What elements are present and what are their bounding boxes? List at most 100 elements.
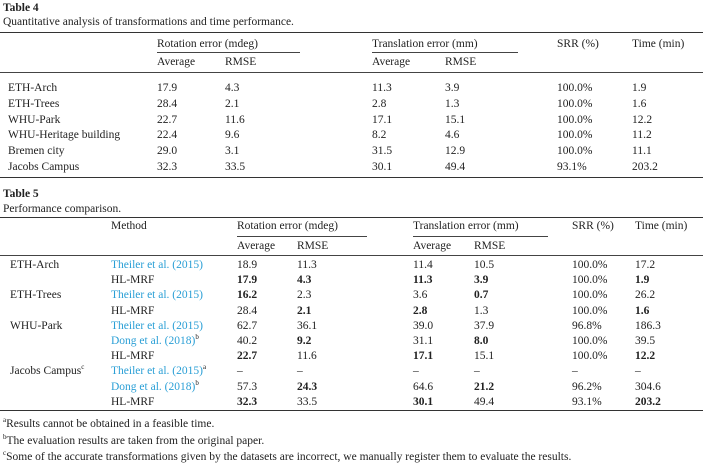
table-cell: 57.3 bbox=[237, 380, 258, 393]
table-cell: 100.0% bbox=[572, 274, 608, 287]
table-cell: 100.0% bbox=[557, 97, 593, 110]
table-cell: 11.4 bbox=[413, 259, 433, 271]
footnote-mark: b bbox=[195, 333, 199, 342]
header-rmse: RMSE bbox=[445, 56, 477, 68]
table-cell: 31.1 bbox=[413, 335, 434, 347]
table-cell: 100.0% bbox=[572, 335, 608, 347]
row-label: WHU-Park bbox=[10, 319, 62, 333]
method-label[interactable]: Theiler et al. (2015) bbox=[111, 259, 203, 271]
table-title: Table 5 bbox=[3, 188, 39, 200]
citation-link[interactable]: Dong et al. (2018)b bbox=[111, 334, 199, 348]
header-average: Average bbox=[237, 240, 276, 252]
citation-link[interactable]: Dong et al. (2018)b bbox=[111, 378, 199, 394]
table-cell: – bbox=[297, 365, 303, 378]
method-label: HL-MRF bbox=[111, 304, 155, 317]
table-cell: 9.6 bbox=[225, 129, 240, 142]
table-cell: 1.3 bbox=[474, 304, 489, 317]
table-cell: 18.9 bbox=[237, 259, 258, 271]
method-label[interactable]: Theiler et al. (2015) bbox=[111, 319, 203, 332]
table-cell: 3.9 bbox=[474, 274, 489, 287]
table-cell: 3.1 bbox=[225, 145, 240, 158]
header-translation: Translation error (mm) bbox=[372, 38, 478, 50]
table-cell: 8.2 bbox=[372, 129, 387, 142]
table-cell: 15.1 bbox=[474, 350, 495, 363]
header-rmse: RMSE bbox=[474, 240, 506, 252]
table-cell: – bbox=[474, 365, 480, 378]
table-cell: 16.2 bbox=[237, 289, 258, 302]
table-cell: 4.3 bbox=[225, 82, 240, 94]
table-cell: 100.0% bbox=[572, 259, 608, 271]
row-label: ETH-Arch bbox=[10, 258, 59, 272]
table-cell: 33.5 bbox=[297, 395, 318, 408]
table-caption: Performance comparison. bbox=[3, 203, 122, 215]
footnote-text: The evaluation results are taken from th… bbox=[6, 434, 265, 447]
method-name: HL-MRF bbox=[111, 273, 154, 287]
column-group-rule bbox=[157, 52, 300, 53]
table-cell: 12.2 bbox=[632, 113, 653, 126]
table-title: Table 4 bbox=[3, 2, 39, 14]
table-cell: 17.9 bbox=[157, 82, 178, 94]
table-cell: 100.0% bbox=[572, 350, 608, 363]
table-cell: 11.2 bbox=[632, 129, 652, 142]
footnote-mark: a bbox=[3, 416, 7, 425]
citation-link[interactable]: Theiler et al. (2015) bbox=[111, 319, 203, 333]
method-label[interactable]: Dong et al. (2018) bbox=[111, 380, 196, 393]
table-cell: 100.0% bbox=[572, 304, 608, 317]
footnote-text: Some of the accurate transformations giv… bbox=[6, 451, 572, 463]
table-cell: 11.3 bbox=[413, 274, 433, 287]
table-cell: 2.1 bbox=[225, 97, 240, 110]
table-cell: 2.8 bbox=[413, 304, 428, 317]
header-rmse: RMSE bbox=[297, 240, 329, 252]
table-cell: 17.1 bbox=[413, 350, 434, 363]
table-cell: 11.6 bbox=[225, 113, 245, 126]
method-label[interactable]: Dong et al. (2018) bbox=[111, 335, 196, 347]
row-label: Jacobs Campusc bbox=[10, 364, 84, 378]
footnote: bThe evaluation results are taken from t… bbox=[3, 433, 265, 448]
method-label[interactable]: Theiler et al. (2015) bbox=[111, 289, 203, 302]
row-label: ETH-Trees bbox=[8, 97, 60, 110]
table-cell: 32.3 bbox=[157, 161, 178, 173]
method-name: HL-MRF bbox=[111, 395, 154, 409]
table-cell: 2.8 bbox=[372, 97, 387, 110]
table-cell: – bbox=[635, 365, 641, 378]
table-cell: 17.2 bbox=[635, 259, 656, 271]
table-cell: 3.6 bbox=[413, 289, 428, 302]
table-cell: 12.9 bbox=[445, 145, 466, 158]
table-cell: 39.0 bbox=[413, 319, 434, 332]
row-label: Bremen city bbox=[8, 145, 65, 158]
table-cell: 29.0 bbox=[157, 145, 178, 158]
row-label: ETH-Arch bbox=[8, 82, 58, 94]
table-cell: 96.2% bbox=[572, 380, 602, 393]
citation-link[interactable]: Theiler et al. (2015) bbox=[111, 288, 203, 302]
table-cell: 93.1% bbox=[572, 395, 602, 408]
table-cell: 100.0% bbox=[557, 82, 593, 94]
footnote-mark: c bbox=[81, 363, 85, 372]
citation-link[interactable]: Theiler et al. (2015)a bbox=[111, 364, 206, 378]
table-cell: 1.3 bbox=[445, 97, 460, 110]
method-label[interactable]: Theiler et al. (2015) bbox=[111, 365, 203, 378]
footnote-mark: b bbox=[195, 378, 199, 387]
table-cell: 100.0% bbox=[572, 289, 608, 302]
column-group-rule bbox=[237, 236, 367, 237]
row-label: WHU-Heritage building bbox=[8, 129, 121, 142]
header-time: Time (min) bbox=[635, 220, 688, 232]
table-rule bbox=[0, 410, 703, 411]
citation-link[interactable]: Theiler et al. (2015) bbox=[111, 258, 203, 272]
table-cell: 1.6 bbox=[635, 304, 650, 317]
table-cell: 22.7 bbox=[157, 113, 178, 126]
table-cell: 33.5 bbox=[225, 161, 246, 173]
column-group-rule bbox=[413, 236, 548, 237]
table-cell: 4.6 bbox=[445, 129, 460, 142]
table-rule bbox=[0, 255, 703, 256]
footnote-text: Results cannot be obtained in a feasible… bbox=[6, 418, 215, 430]
header-rmse: RMSE bbox=[225, 56, 257, 68]
table-cell: 49.4 bbox=[445, 161, 466, 173]
header-srr: SRR (%) bbox=[557, 38, 599, 50]
table-cell: 62.7 bbox=[237, 319, 258, 332]
table-cell: 2.3 bbox=[297, 289, 312, 302]
header-srr: SRR (%) bbox=[572, 220, 614, 232]
table-cell: 96.8% bbox=[572, 319, 602, 332]
header-time: Time (min) bbox=[632, 38, 685, 50]
table-cell: 8.0 bbox=[474, 335, 489, 347]
table-cell: 64.6 bbox=[413, 380, 434, 393]
